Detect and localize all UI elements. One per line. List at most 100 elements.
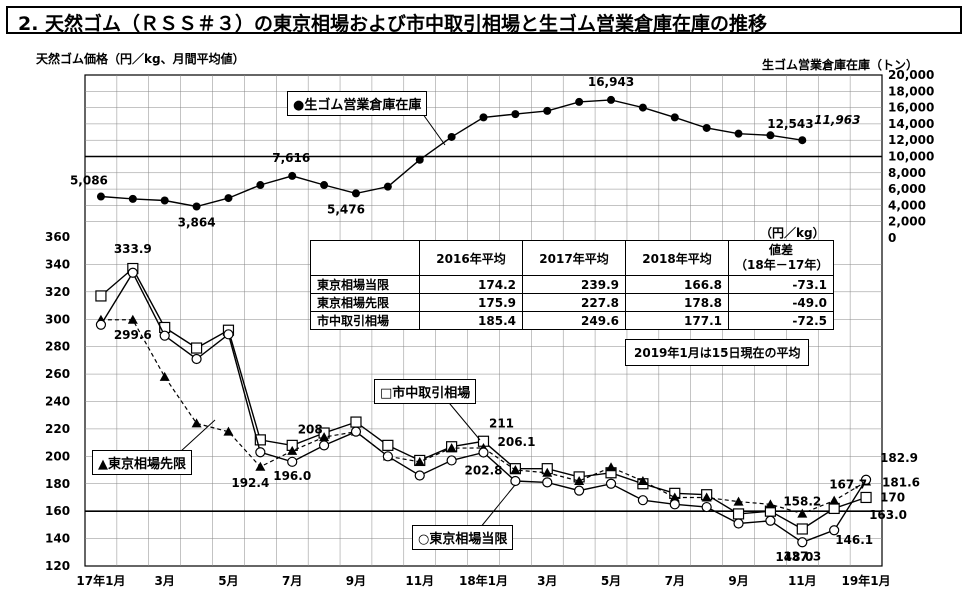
- data-point: [606, 462, 617, 472]
- table-header-row: 2016年平均 2017年平均 2018年平均 値差 （18年－17年）: [310, 240, 834, 276]
- data-point: [574, 476, 585, 486]
- data-point: [543, 106, 552, 115]
- data-point: [127, 314, 138, 324]
- data-point: [637, 495, 649, 506]
- price-tick-label: 220: [45, 422, 70, 436]
- data-point: [255, 447, 266, 458]
- x-tick-label: 17年1月: [76, 573, 125, 588]
- stock-tick-label: 20,000: [888, 68, 934, 82]
- price-tick-label: 280: [45, 340, 70, 354]
- table-header-cell: 値差 （18年－17年）: [728, 240, 834, 276]
- stock-tick-label: 14,000: [888, 117, 934, 131]
- data-point: [575, 97, 584, 106]
- data-point: [255, 461, 266, 471]
- data-point: [287, 445, 298, 455]
- price-tick-label: 300: [45, 312, 70, 326]
- price-tick-label: 360: [45, 230, 70, 244]
- x-tick-label: 5月: [601, 574, 621, 588]
- table-cell: 市中取引相場: [310, 311, 420, 330]
- data-label: 163.0: [869, 508, 907, 522]
- table-cell: -49.0: [728, 293, 834, 312]
- data-point: [510, 465, 521, 475]
- stock-tick-label: 2,000: [888, 215, 926, 229]
- data-point: [160, 196, 169, 205]
- data-point: [542, 467, 553, 477]
- data-label: 7,616: [272, 151, 310, 165]
- data-point: [192, 202, 201, 211]
- x-tick-label: 18年1月: [459, 573, 508, 588]
- unit-label: （円／kg）: [760, 226, 825, 240]
- data-point: [605, 478, 617, 489]
- table-cell: 227.8: [522, 293, 626, 312]
- data-point: [446, 443, 457, 453]
- data-point: [319, 432, 330, 442]
- data-point: [479, 113, 488, 122]
- table-cell: 249.6: [522, 311, 626, 330]
- data-point: [702, 123, 711, 132]
- x-tick-label: 3月: [155, 574, 175, 588]
- data-point: [510, 475, 521, 487]
- data-point: [638, 103, 647, 112]
- data-point: [254, 434, 266, 446]
- data-point: [446, 455, 457, 466]
- x-tick-label: 11月: [405, 574, 434, 588]
- data-point: [829, 495, 840, 505]
- stock-tick-label: 18,000: [888, 84, 934, 98]
- table-cell: 東京相場先限: [310, 293, 420, 312]
- legend-tougiri: ○東京相場当限: [412, 525, 514, 550]
- price-tick-label: 320: [45, 285, 70, 299]
- data-label: 299.6: [114, 328, 152, 342]
- table-cell: 174.2: [419, 275, 523, 294]
- x-tick-label: 7月: [665, 574, 685, 588]
- leader-line: [479, 484, 516, 529]
- data-label: 3,864: [178, 216, 216, 230]
- data-point: [382, 439, 394, 451]
- price-tick-label: 180: [45, 477, 70, 491]
- data-point: [127, 267, 138, 278]
- table-row: 東京相場当限 174.2 239.9 166.8 -73.1: [310, 275, 834, 294]
- price-tick-label: 240: [45, 395, 70, 409]
- data-label: 5,476: [327, 202, 365, 216]
- data-point: [860, 474, 872, 485]
- data-point: [796, 523, 808, 535]
- price-tick-label: 200: [45, 449, 70, 463]
- leader-line: [179, 419, 216, 453]
- table-header-cell: 2017年平均: [522, 240, 626, 276]
- data-point: [670, 113, 679, 122]
- data-point: [159, 330, 170, 341]
- data-point: [797, 537, 808, 548]
- right-axis-title: 生ゴム営業倉庫在庫（トン）: [762, 58, 919, 72]
- data-point: [350, 416, 362, 428]
- data-point: [95, 319, 107, 330]
- stock-tick-label: 8,000: [888, 166, 926, 180]
- data-label: 182.9: [880, 451, 918, 465]
- data-point: [574, 485, 585, 496]
- data-point: [765, 499, 776, 509]
- stock-tick-label: 10,000: [888, 150, 934, 164]
- legend-market: □市中取引相場: [374, 379, 477, 404]
- data-label: 333.9: [114, 242, 152, 256]
- table-cell: 175.9: [419, 293, 523, 312]
- average-table: 2016年平均 2017年平均 2018年平均 値差 （18年－17年） 東京相…: [310, 240, 834, 330]
- data-point: [382, 451, 393, 462]
- data-point: [320, 181, 329, 190]
- data-label: 137.3: [783, 549, 821, 563]
- table-row: 東京相場先限 175.9 227.8 178.8 -49.0: [310, 293, 834, 312]
- note-box: 2019年1月は15日現在の平均: [625, 339, 810, 366]
- data-point: [288, 171, 297, 180]
- table-cell: 178.8: [625, 293, 729, 312]
- chart-title: 2. 天然ゴム（ＲＳＳ＃３）の東京相場および市中取引相場と生ゴム営業倉庫在庫の推…: [18, 13, 768, 35]
- data-point: [223, 329, 234, 340]
- x-tick-label: 9月: [346, 574, 366, 588]
- data-point: [511, 110, 520, 119]
- price-tick-label: 260: [45, 367, 70, 381]
- data-label: 202.8: [465, 463, 503, 477]
- data-label: 5,086: [70, 174, 108, 188]
- data-label: 16,943: [588, 75, 634, 89]
- table-cell: -72.5: [728, 311, 834, 330]
- data-point: [96, 192, 105, 201]
- data-point: [414, 456, 425, 466]
- data-label: 167.7: [829, 478, 867, 492]
- data-point: [190, 342, 203, 354]
- data-point: [478, 447, 489, 458]
